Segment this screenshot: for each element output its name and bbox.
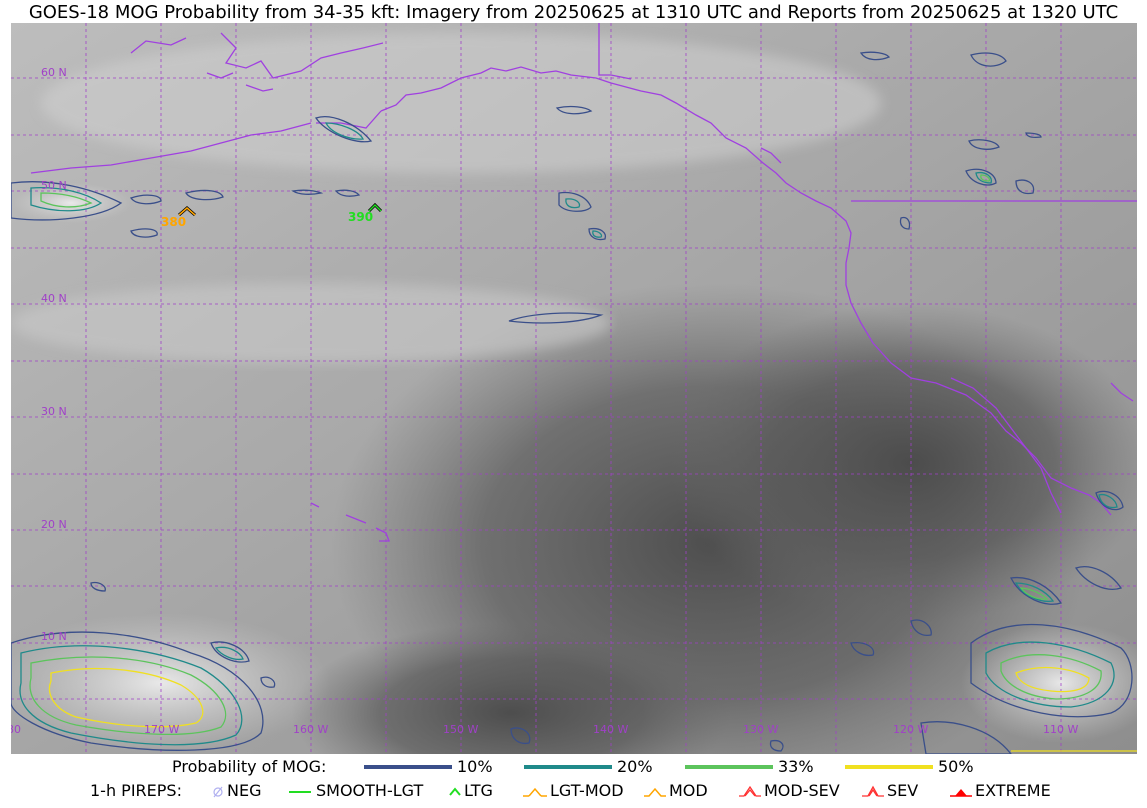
pirep-legend-sev-label: SEV: [887, 781, 919, 800]
pirep-legend-lgt-mod-label: LGT-MOD: [550, 781, 624, 800]
lat-label-30n: 30 N: [41, 405, 67, 418]
pirep-label-380: 380: [161, 215, 186, 229]
pirep-label-390: 390: [348, 210, 373, 224]
prob-swatch-10: [364, 765, 452, 769]
map-title: GOES-18 MOG Probability from 34-35 kft: …: [28, 2, 1119, 23]
pirep-legend-extreme: EXTREME: [950, 781, 1051, 800]
probability-legend: Probability of MOG: 10% 20% 33% 50%: [0, 756, 1147, 778]
lat-lon-grid: [11, 23, 1137, 754]
pirep-legend-extreme-label: EXTREME: [975, 781, 1051, 800]
lon-label-150w: 150 W: [443, 723, 478, 736]
pirep-legend-neg-label: NEG: [227, 781, 262, 800]
pirep-legend-lgt-mod: LGT-MOD: [523, 781, 624, 800]
prob-label-20: 20%: [617, 757, 653, 776]
prob-label-33: 33%: [778, 757, 814, 776]
pirep-legend-mod-label: MOD: [669, 781, 708, 800]
smooth-lgt-icon: [289, 791, 311, 793]
pirep-legend-smooth-lgt: SMOOTH-LGT: [289, 781, 423, 800]
pirep-ltg-marker[interactable]: 390: [348, 202, 383, 224]
lon-label-160w: 160 W: [293, 723, 328, 736]
lon-label-170w: 170 W: [144, 723, 179, 736]
sev-icon: [862, 785, 884, 797]
pirep-legend-mod: MOD: [644, 781, 708, 800]
pirep-legend-mod-sev-label: MOD-SEV: [764, 781, 840, 800]
neg-icon: [213, 786, 223, 798]
mog-probability-contours: [11, 51, 1137, 754]
lon-label-180: 180: [11, 723, 21, 736]
prob-label-50: 50%: [938, 757, 974, 776]
pirep-legend-neg: NEG: [212, 781, 261, 800]
probability-legend-title: Probability of MOG:: [172, 757, 327, 776]
imagery-background: [11, 23, 1137, 754]
pirep-lgt-mod-marker[interactable]: 380: [161, 206, 196, 229]
lon-label-120w: 120 W: [893, 723, 928, 736]
pirep-legend-smooth-lgt-label: SMOOTH-LGT: [316, 781, 424, 800]
lon-label-140w: 140 W: [593, 723, 628, 736]
lon-labels: 180 170 W 160 W 150 W 140 W 130 W 120 W …: [11, 723, 1078, 736]
prob-swatch-50: [845, 765, 933, 769]
extreme-icon: [950, 789, 972, 797]
lat-label-10n: 10 N: [41, 630, 67, 643]
pirep-legend-title: 1-h PIREPS:: [90, 781, 182, 800]
mod-icon: [644, 787, 666, 797]
ltg-icon: [449, 787, 461, 796]
prob-swatch-20: [524, 765, 612, 769]
pirep-legend-ltg-label: LTG: [464, 781, 493, 800]
pirep-legend-ltg: LTG: [449, 781, 493, 800]
lat-labels: 60 N 50 N 40 N 30 N 20 N 10 N: [41, 66, 67, 643]
lat-label-40n: 40 N: [41, 292, 67, 305]
pirep-markers: 380 390: [161, 202, 383, 229]
lon-label-110w: 110 W: [1043, 723, 1078, 736]
lgt-mod-icon: [523, 787, 547, 797]
lat-label-50n: 50 N: [41, 179, 67, 192]
lat-label-60n: 60 N: [41, 66, 67, 79]
mod-sev-icon: [739, 785, 761, 797]
prob-label-10: 10%: [457, 757, 493, 776]
lon-label-130w: 130 W: [743, 723, 778, 736]
pirep-legend-mod-sev: MOD-SEV: [739, 781, 840, 800]
pirep-legend: 1-h PIREPS: NEG SMOOTH-LGT LTG LGT-MOD M…: [0, 780, 1147, 802]
satellite-map[interactable]: 380 390 60 N 50 N 40 N 30 N 20 N 10 N 18…: [11, 23, 1137, 754]
lat-label-20n: 20 N: [41, 518, 67, 531]
prob-swatch-33: [685, 765, 773, 769]
pirep-legend-sev: SEV: [862, 781, 918, 800]
